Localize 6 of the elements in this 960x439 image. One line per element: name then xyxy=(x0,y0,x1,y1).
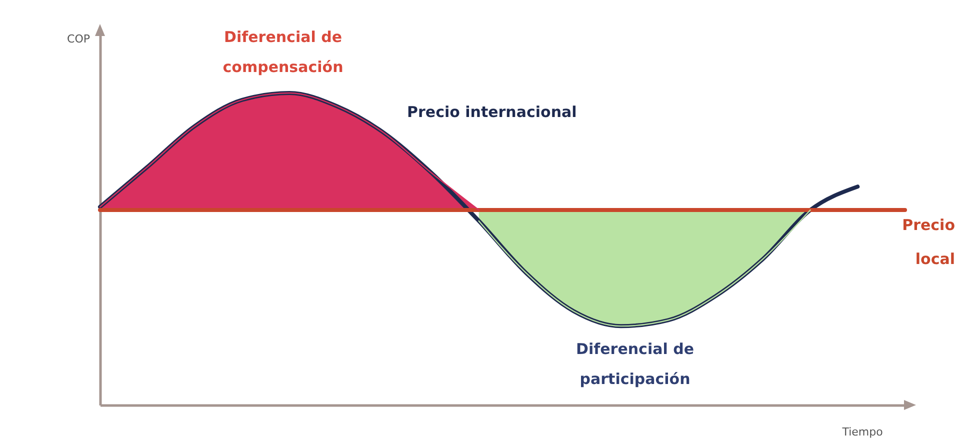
text: Diferencial de compensación xyxy=(222,28,344,76)
series-label: Precio internacional xyxy=(407,103,577,121)
annotation: Diferencial de participación xyxy=(576,340,694,388)
series-label: Precio local xyxy=(902,216,955,268)
y-axis-title: COP xyxy=(67,32,90,46)
x-axis-title: Tiempo xyxy=(841,426,884,438)
